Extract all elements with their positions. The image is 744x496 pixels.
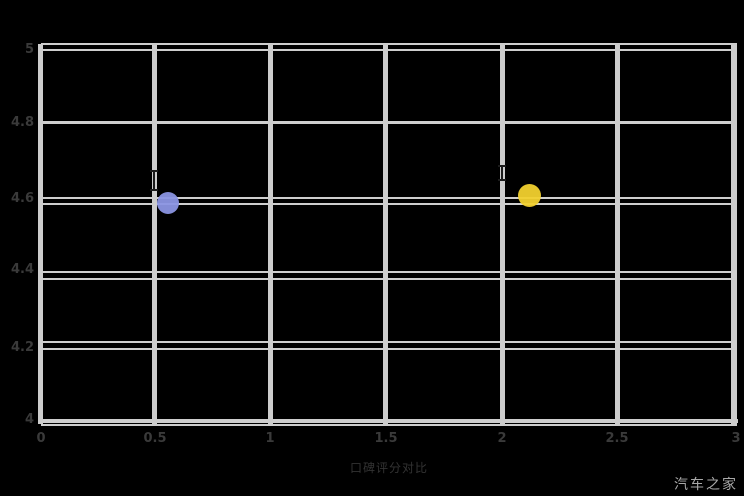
x-tick-label: 2.5 xyxy=(605,431,629,446)
gridline-y-4-6-b xyxy=(41,203,737,205)
gridline-x-2-5 xyxy=(615,44,620,424)
data-point-blue xyxy=(157,192,179,214)
gridline-x-1 xyxy=(268,44,273,424)
gridline-y-4-8 xyxy=(41,121,737,124)
y-tick-label: 4.2 xyxy=(10,340,34,355)
x-tick-label: 0 xyxy=(36,431,46,446)
y-tick-label: 5 xyxy=(24,42,34,57)
autohome-watermark: 汽车之家 xyxy=(674,477,738,493)
x-axis-title: 口碑评分对比 xyxy=(349,461,428,475)
x-tick-label: 0.5 xyxy=(143,431,167,446)
gridline-y-4-4-a xyxy=(41,271,737,273)
plot-top-border xyxy=(41,43,737,45)
x-axis-line xyxy=(38,419,738,423)
y-tick-label: 4.6 xyxy=(10,191,34,206)
plot-right-border xyxy=(731,44,737,424)
y-axis-line xyxy=(38,44,43,424)
gridline-y-5 xyxy=(41,49,737,51)
y-tick-label: 4.8 xyxy=(10,115,34,130)
gridline-x-2 xyxy=(500,44,505,424)
x-tick-label: 1.5 xyxy=(374,431,398,446)
gridline-x-0-5 xyxy=(152,44,157,424)
gridline-y-4-4-b xyxy=(41,278,737,280)
y-tick-label: 4.4 xyxy=(10,262,34,277)
gridline-y-4 xyxy=(41,424,737,426)
y-tick-label: 4 xyxy=(24,412,34,427)
gridline-x-1-5 xyxy=(383,44,388,424)
data-point-yellow xyxy=(518,184,541,207)
x-tick-label: 1 xyxy=(265,431,275,446)
x-tick-label: 2 xyxy=(497,431,507,446)
x-tick-label: 3 xyxy=(731,431,741,446)
gridline-y-4-2-b xyxy=(41,348,737,350)
gridline-y-4-2-a xyxy=(41,341,737,343)
gridline-y-4-6-a xyxy=(41,197,737,199)
